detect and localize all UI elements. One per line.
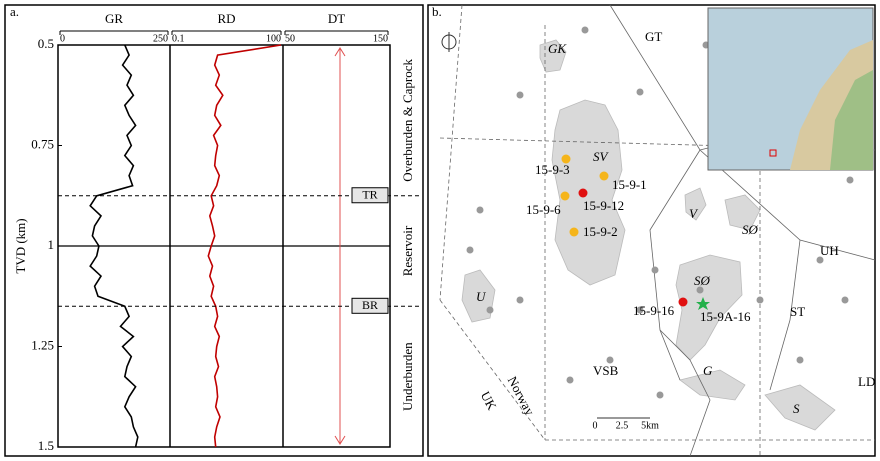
y-tick-label: 0.5 bbox=[38, 36, 54, 51]
well-label: 15-9-16 bbox=[633, 303, 675, 318]
panel-label: b. bbox=[432, 4, 442, 19]
x-tick-label: 0 bbox=[60, 33, 65, 44]
figure: a. TVD (km) bbox=[0, 0, 880, 461]
area-label: U bbox=[476, 289, 487, 304]
x-tick-label: 100 bbox=[266, 33, 281, 44]
well-label: 15-9-3 bbox=[535, 162, 570, 177]
top-label: TR bbox=[362, 188, 377, 202]
y-tick-label: 1.25 bbox=[31, 337, 54, 352]
area-label: SV bbox=[593, 149, 610, 164]
track-title: GR bbox=[105, 11, 123, 26]
well-label: 15-9-6 bbox=[526, 202, 561, 217]
area-label: LD bbox=[858, 374, 875, 389]
zone-label: Reservoir bbox=[400, 225, 415, 276]
x-tick-label: 0.1 bbox=[172, 33, 185, 44]
scale-label: 5km bbox=[641, 420, 659, 431]
scale-label: 0 bbox=[593, 420, 598, 431]
area-label: GT bbox=[645, 29, 662, 44]
map-panel bbox=[428, 5, 875, 456]
x-tick-label: 250 bbox=[153, 33, 168, 44]
track-title: RD bbox=[217, 11, 235, 26]
y-axis-label: TVD (km) bbox=[13, 218, 28, 273]
well-label: 15-9-1 bbox=[612, 177, 647, 192]
well-label: 15-9-2 bbox=[583, 224, 618, 239]
area-label: ST bbox=[790, 304, 805, 319]
panel-label: a. bbox=[10, 4, 19, 19]
top-label: BR bbox=[362, 298, 378, 312]
y-tick-label: 1.5 bbox=[38, 438, 54, 453]
x-tick-label: 50 bbox=[285, 33, 295, 44]
zone-label: Overburden & Caprock bbox=[400, 59, 415, 182]
well-label: 15-9-12 bbox=[583, 198, 624, 213]
track-title: DT bbox=[328, 11, 345, 26]
area-label: SØ bbox=[694, 273, 711, 288]
area-label: SØ bbox=[742, 222, 759, 237]
zone-label: Underburden bbox=[400, 342, 415, 411]
well-label: 15-9A-16 bbox=[700, 309, 751, 324]
y-tick-label: 0.75 bbox=[31, 136, 54, 151]
area-label: VSB bbox=[593, 363, 619, 378]
area-label: GK bbox=[548, 41, 567, 56]
x-tick-label: 150 bbox=[373, 33, 388, 44]
area-label: G bbox=[703, 363, 713, 378]
area-label: UH bbox=[820, 243, 839, 258]
scale-label: 2.5 bbox=[616, 420, 629, 431]
y-tick-label: 1 bbox=[48, 237, 55, 252]
area-label: S bbox=[793, 401, 800, 416]
